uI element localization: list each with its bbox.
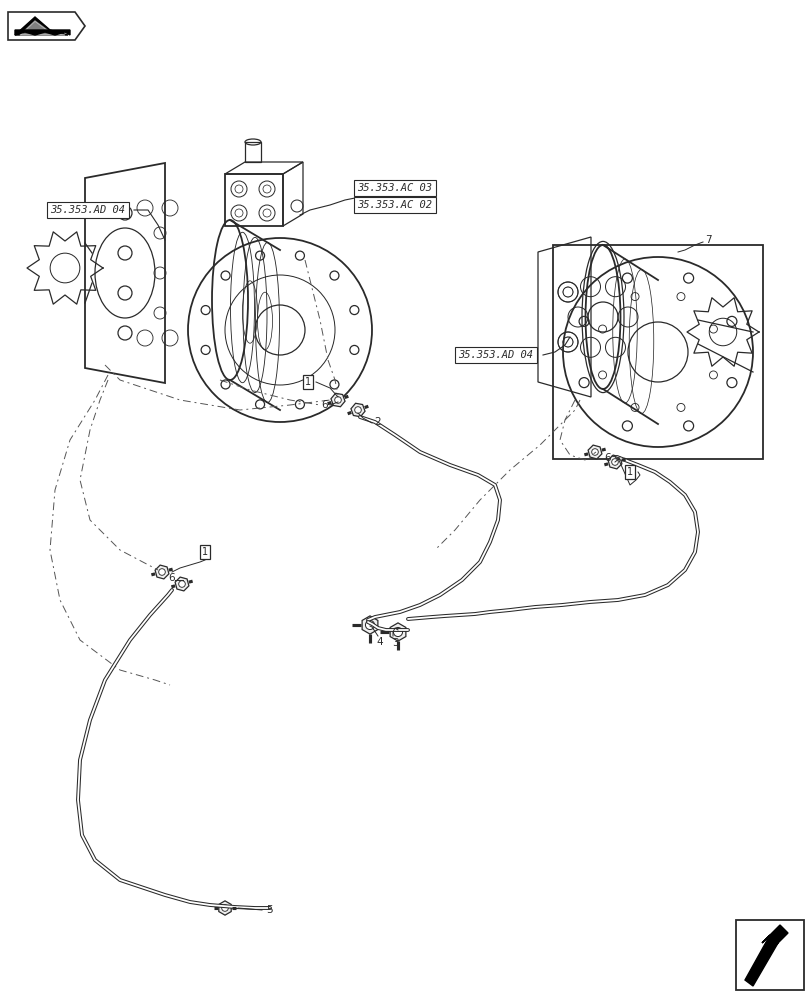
Polygon shape: [389, 623, 406, 641]
Polygon shape: [362, 616, 377, 634]
Bar: [225, 174, 283, 226]
Bar: [245, 142, 260, 162]
Text: 6: 6: [169, 573, 175, 583]
Text: 5: 5: [266, 905, 273, 915]
Text: 6: 6: [604, 453, 611, 463]
Circle shape: [354, 407, 361, 413]
Circle shape: [221, 905, 228, 911]
Circle shape: [393, 627, 402, 637]
Polygon shape: [15, 17, 68, 35]
Circle shape: [611, 459, 617, 465]
Polygon shape: [607, 455, 621, 469]
Bar: [552, 245, 762, 459]
Text: 35.353.AC 03: 35.353.AC 03: [357, 183, 432, 193]
Circle shape: [365, 620, 374, 630]
Polygon shape: [8, 12, 85, 40]
Text: 35.353.AD 04: 35.353.AD 04: [50, 205, 126, 215]
Text: 35.353.AC 02: 35.353.AC 02: [357, 200, 432, 210]
Text: 1: 1: [626, 467, 633, 477]
Polygon shape: [155, 565, 169, 579]
Polygon shape: [175, 577, 189, 591]
Text: 35.353.AD 04: 35.353.AD 04: [458, 350, 533, 360]
Polygon shape: [331, 393, 345, 407]
Circle shape: [334, 397, 341, 403]
Polygon shape: [744, 925, 787, 986]
Circle shape: [178, 581, 185, 587]
Polygon shape: [587, 445, 601, 459]
Circle shape: [158, 569, 165, 575]
Polygon shape: [20, 21, 65, 35]
Circle shape: [591, 449, 598, 455]
Polygon shape: [15, 30, 70, 35]
Polygon shape: [350, 403, 365, 417]
Polygon shape: [218, 901, 231, 915]
Text: 1: 1: [305, 377, 311, 387]
Text: 6: 6: [321, 400, 328, 410]
Text: 2: 2: [374, 417, 381, 427]
Text: 1: 1: [202, 547, 208, 557]
Bar: [735, 920, 803, 990]
Text: 3: 3: [391, 638, 398, 648]
Text: 7: 7: [704, 235, 710, 245]
Text: 4: 4: [376, 637, 383, 647]
